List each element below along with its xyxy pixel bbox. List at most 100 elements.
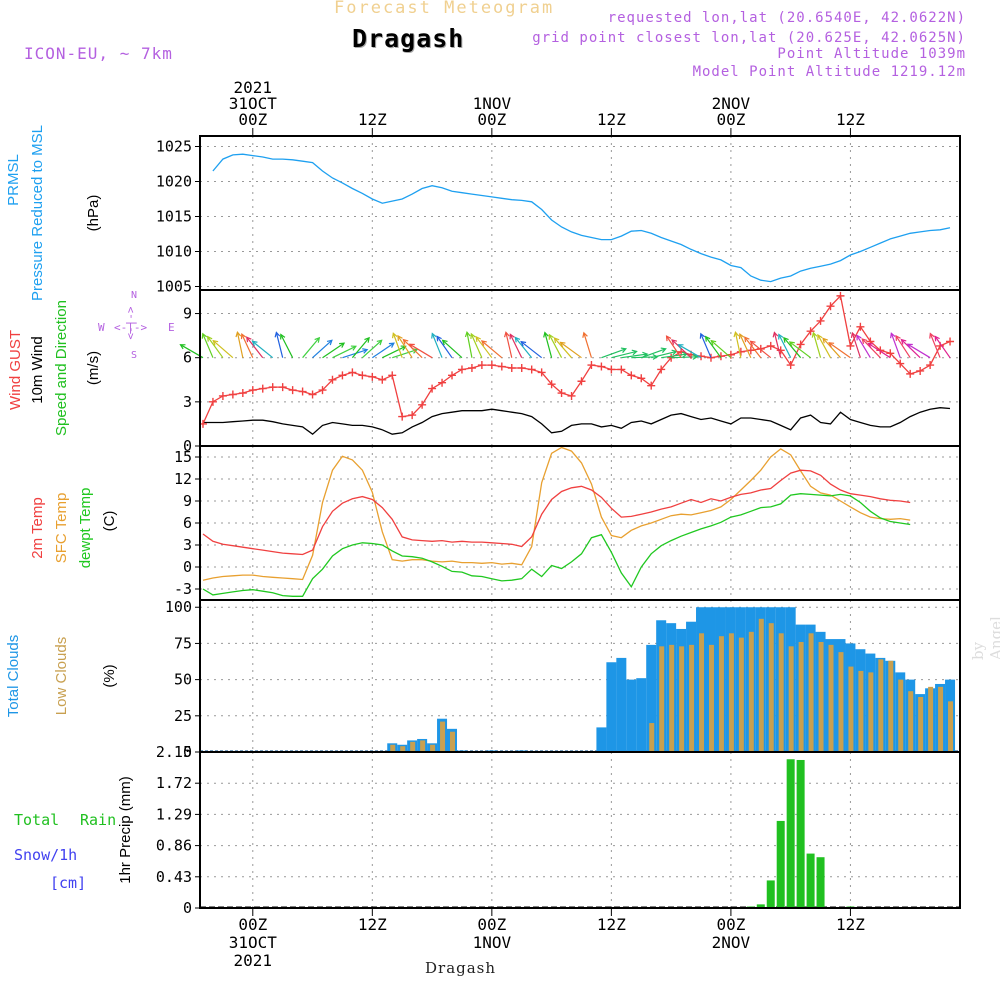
- gust-marker: [637, 374, 646, 383]
- low-cloud-bar: [649, 723, 655, 752]
- wind-direction-arrow: [544, 332, 553, 358]
- x-label-top: 31OCT: [229, 94, 278, 113]
- wind-direction-arrow: [252, 340, 274, 359]
- gust-marker: [527, 365, 536, 374]
- wind-arrow-head: [509, 333, 515, 340]
- wind-direction-arrow: [851, 332, 861, 358]
- gust-marker: [517, 364, 526, 372]
- y-tick-label: 2.15: [156, 743, 192, 761]
- gust-marker: [238, 389, 247, 398]
- wind-direction-arrow: [520, 341, 543, 359]
- wind-arrow-head: [778, 333, 784, 340]
- wind-arrow-head: [364, 336, 370, 343]
- y-tick-label: 1.29: [156, 805, 192, 823]
- wind-direction-arrow: [312, 339, 333, 359]
- wind-direction-arrow: [397, 335, 413, 359]
- y-tick-label: 25: [174, 707, 192, 725]
- gust-marker: [388, 371, 397, 380]
- wind-arrow-head: [274, 331, 281, 338]
- wind-arrow-head: [828, 342, 835, 348]
- wind-direction-arrow: [641, 348, 666, 359]
- wind-direction-arrow: [907, 343, 931, 359]
- wind-direction-arrow: [739, 333, 752, 358]
- wind-direction-arrow: [671, 356, 698, 359]
- footer-location: Dragash: [425, 959, 497, 977]
- gust-marker: [746, 346, 755, 355]
- wind-arrow-head: [475, 335, 482, 342]
- wind-direction-arrow: [371, 342, 395, 359]
- wind-direction-arrow: [822, 337, 841, 359]
- wind-arrow-head: [179, 344, 186, 350]
- wind-arrow-head: [408, 343, 415, 349]
- low-cloud-bar: [778, 633, 784, 752]
- wind-arrow-head: [772, 331, 779, 338]
- y-tick-label: 3: [183, 393, 192, 411]
- low-cloud-bar: [659, 646, 665, 752]
- wind-arrow-head: [811, 331, 818, 338]
- pressure-unit: (hPa): [85, 195, 102, 232]
- sfc-label: SFC Temp: [53, 493, 70, 564]
- gust-marker: [408, 411, 417, 420]
- x-label-bottom: 12Z: [836, 915, 865, 934]
- wind-arrow-head: [543, 331, 549, 338]
- wind-arrow-head: [631, 349, 638, 356]
- gust-marker: [418, 400, 427, 409]
- wind-direction-arrow: [783, 337, 802, 359]
- wind-direction-arrow: [436, 336, 453, 359]
- wind-arrow-head: [464, 330, 471, 338]
- x-label-top: 12Z: [597, 110, 626, 129]
- meteogram-title: Forecast Meteogram: [334, 0, 555, 18]
- gust-marker: [886, 349, 895, 358]
- gust-marker: [228, 390, 237, 399]
- x-label-bottom: 31OCT: [229, 933, 278, 952]
- low-cloud-bar: [788, 646, 794, 752]
- pressure-line: [212, 153, 951, 283]
- wind-arrow-head: [431, 332, 437, 339]
- gust-marker: [428, 384, 437, 393]
- y-tick-label: 100: [165, 598, 192, 616]
- wind-arrow-head: [235, 331, 242, 338]
- gust-marker: [358, 371, 367, 380]
- low-cloud-bar: [689, 644, 695, 752]
- gust-marker: [368, 372, 377, 381]
- low-cloud-bar: [768, 623, 774, 752]
- wind-direction-arrow: [710, 340, 732, 359]
- x-label-top: 00Z: [716, 110, 745, 129]
- wind-arrow-head: [397, 334, 403, 341]
- gust-marker: [378, 375, 387, 384]
- gust-marker: [258, 384, 267, 393]
- wind-gust-label: Wind GUST: [7, 330, 24, 410]
- wind-arrow-head: [929, 332, 935, 339]
- low-cloud-bar: [828, 644, 834, 752]
- wind-direction-arrow: [890, 333, 901, 358]
- low-cloud-bar: [808, 633, 814, 752]
- gust-marker: [278, 383, 287, 392]
- wind-arrow-head: [889, 332, 896, 339]
- dewpt-label: dewpt Temp: [77, 488, 94, 569]
- wind-direction-arrow: [700, 333, 712, 358]
- wind-arrow-head: [314, 336, 321, 343]
- model-label: ICON-EU, ~ 7km: [24, 44, 173, 63]
- t2m-label: 2m Temp: [29, 497, 46, 558]
- wind-arrow-head: [582, 331, 588, 338]
- low-cloud-bar: [748, 631, 754, 752]
- wind-direction-arrow: [241, 333, 254, 358]
- rain-bar: [816, 857, 825, 908]
- wind-direction-arrow: [509, 334, 523, 358]
- total-cloud-bar: [626, 679, 637, 752]
- gust-marker: [856, 322, 865, 331]
- wind-direction-arrow: [382, 345, 406, 359]
- gust-marker: [597, 362, 606, 371]
- gust-marker: [557, 389, 566, 398]
- wind-arrow-head: [692, 354, 699, 360]
- panel-frame: [199, 135, 961, 291]
- gust-marker: [208, 397, 217, 406]
- wind-arrow-head: [710, 339, 717, 346]
- gust-marker: [567, 391, 576, 400]
- y-tick-label: 1010: [156, 243, 192, 261]
- low-cloud-bar: [669, 644, 675, 752]
- low-cloud-bar: [450, 731, 456, 752]
- wind-dir-label: Speed and Direction: [53, 300, 70, 436]
- wind-arrow-head: [339, 342, 346, 348]
